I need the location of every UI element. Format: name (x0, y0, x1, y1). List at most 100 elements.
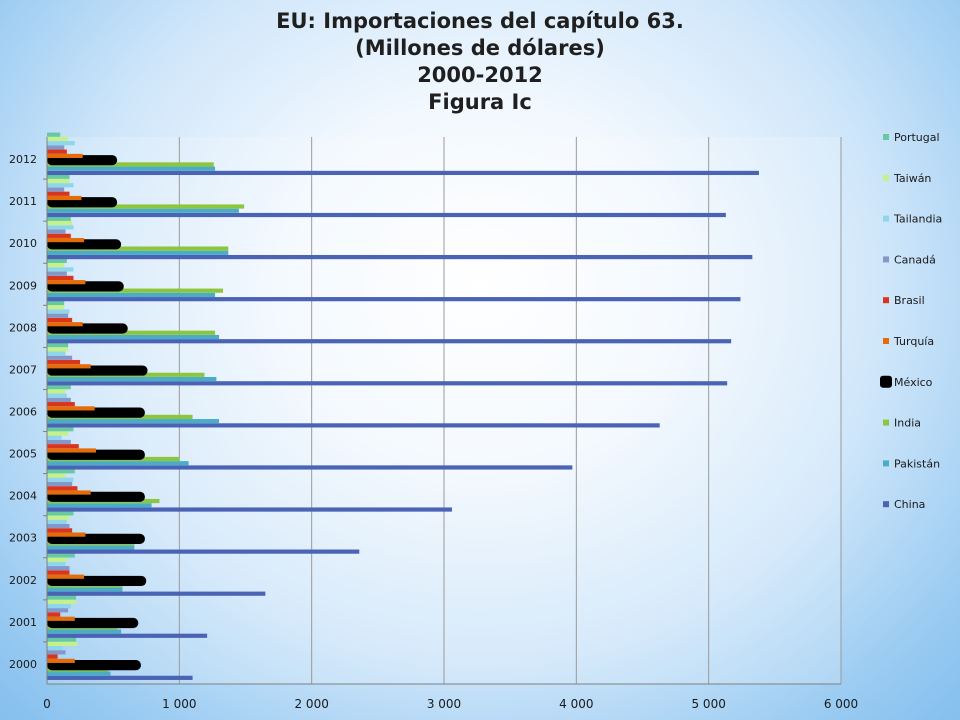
chart-title-line-4: Figura Ic (428, 90, 532, 114)
bar-tailandia-2004 (47, 477, 74, 482)
bar-pakistán-2011 (47, 208, 239, 213)
bar-turquía-2009 (47, 280, 86, 285)
bar-tailandia-2002 (47, 561, 66, 567)
bar-turquía-2004 (47, 490, 91, 495)
bar-india-2011 (47, 204, 245, 209)
bar-brasil-2007 (47, 359, 81, 365)
bar-brasil-2010 (47, 233, 71, 238)
bar-canadá-2009 (47, 271, 67, 276)
bar-turquía-2006 (47, 406, 95, 411)
legend-swatch-china (883, 501, 889, 508)
bar-taiwán-2003 (47, 515, 70, 520)
x-tick-label-6000: 6 000 (824, 697, 858, 711)
legend-label-india: India (894, 417, 921, 430)
bar-tailandia-2007 (47, 351, 66, 356)
bar-canadá-2001 (47, 608, 69, 613)
bar-portugal-2002 (47, 553, 75, 558)
bar-portugal-2005 (47, 427, 74, 432)
bar-china-2006 (47, 423, 660, 428)
y-tick-label-2007: 2007 (9, 363, 37, 376)
bar-portugal-2004 (47, 469, 75, 474)
legend-label-taiwán: Taiwán (893, 172, 931, 185)
legend-item-turquía: Turquía (883, 335, 934, 348)
bar-turquía-2011 (47, 195, 82, 201)
bar-taiwán-2010 (47, 220, 73, 226)
bar-taiwán-2012 (47, 136, 69, 142)
legend-item-taiwán: Taiwán (883, 172, 931, 185)
y-tick-label-2001: 2001 (9, 616, 37, 629)
x-tick-label-0: 0 (43, 697, 51, 711)
x-tick-label-3000: 3 000 (427, 697, 461, 711)
bar-canadá-2006 (47, 397, 71, 402)
y-tick-label-2003: 2003 (9, 532, 37, 545)
legend-label-turquía: Turquía (893, 335, 934, 348)
bar-tailandia-2008 (47, 309, 70, 314)
legend-swatch-pakistán (883, 460, 889, 467)
bar-canadá-2000 (47, 650, 66, 655)
bar-canadá-2008 (47, 313, 69, 318)
bar-pakistán-2000 (47, 671, 111, 676)
bar-turquía-2001 (47, 616, 75, 621)
legend-label-canadá: Canadá (894, 253, 936, 266)
bar-tailandia-2006 (47, 393, 67, 398)
bar-pakistán-2004 (47, 503, 152, 508)
legend-item-tailandia: Tailandia (883, 213, 942, 226)
bar-taiwán-2011 (47, 178, 70, 184)
legend-item-brasil: Brasil (883, 294, 925, 307)
bar-turquía-2012 (47, 153, 83, 159)
bar-portugal-2007 (47, 342, 69, 348)
legend-swatch-india (883, 419, 889, 426)
bars (47, 132, 759, 680)
bar-canadá-2012 (47, 145, 65, 150)
legend-label-tailandia: Tailandia (893, 213, 942, 226)
bar-china-2008 (47, 339, 732, 344)
chart-title-line-3: 2000-2012 (417, 63, 543, 87)
bar-brasil-2003 (47, 528, 73, 533)
bar-taiwán-2001 (47, 599, 77, 604)
y-tick-label-2005: 2005 (9, 448, 37, 461)
bar-turquía-2003 (47, 532, 86, 537)
bar-taiwán-2005 (47, 431, 69, 436)
x-tick-label-5000: 5 000 (691, 697, 725, 711)
bar-china-2004 (47, 507, 452, 512)
bar-brasil-2001 (47, 612, 61, 617)
bar-tailandia-2010 (47, 225, 74, 230)
bar-brasil-2011 (47, 191, 70, 196)
legend-swatch-canadá (883, 256, 889, 263)
bar-pakistán-2005 (47, 461, 189, 466)
x-tick-label-2000: 2 000 (294, 697, 328, 711)
bar-pakistán-2009 (47, 292, 216, 298)
bar-brasil-2004 (47, 486, 78, 491)
legend-swatch-turquía (883, 338, 889, 344)
bar-portugal-2010 (47, 216, 71, 221)
bar-china-2011 (47, 212, 726, 218)
bar-india-2008 (47, 330, 216, 335)
bar-india-2010 (47, 246, 229, 251)
bar-china-2005 (47, 465, 573, 470)
legend-label-brasil: Brasil (894, 294, 925, 307)
axes: 0 1 000 2 000 3 000 4 000 5 000 6 000 2000 2001 2… (9, 137, 858, 711)
legend-swatch-méxico (880, 375, 892, 388)
legend-item-canadá: Canadá (883, 253, 936, 266)
bar-tailandia-2003 (47, 519, 67, 524)
x-tick-label-1000: 1 000 (162, 697, 196, 711)
bar-china-2001 (47, 633, 208, 638)
bar-turquía-2000 (47, 658, 75, 663)
legend-label-pakistán: Pakistán (894, 457, 940, 470)
y-tick-label-2009: 2009 (9, 279, 37, 292)
bar-india-2009 (47, 288, 224, 293)
legend-item-india: India (883, 417, 921, 430)
bar-taiwán-2000 (47, 641, 78, 646)
legend[interactable]: Portugal Taiwán Tailandia Canadá Brasil Turqu… (880, 131, 942, 511)
bar-brasil-2012 (47, 149, 67, 154)
bar-china-2000 (47, 675, 193, 680)
y-tick-label-2011: 2011 (9, 195, 37, 208)
bar-portugal-2012 (47, 132, 61, 137)
bar-tailandia-2011 (47, 183, 74, 188)
chart-title: EU: Importaciones del capítulo 63. (Mill… (0, 8, 960, 116)
bar-turquía-2007 (47, 364, 91, 369)
bar-pakistán-2006 (47, 419, 220, 424)
legend-item-pakistán: Pakistán (883, 457, 940, 470)
bar-portugal-2003 (47, 511, 74, 516)
